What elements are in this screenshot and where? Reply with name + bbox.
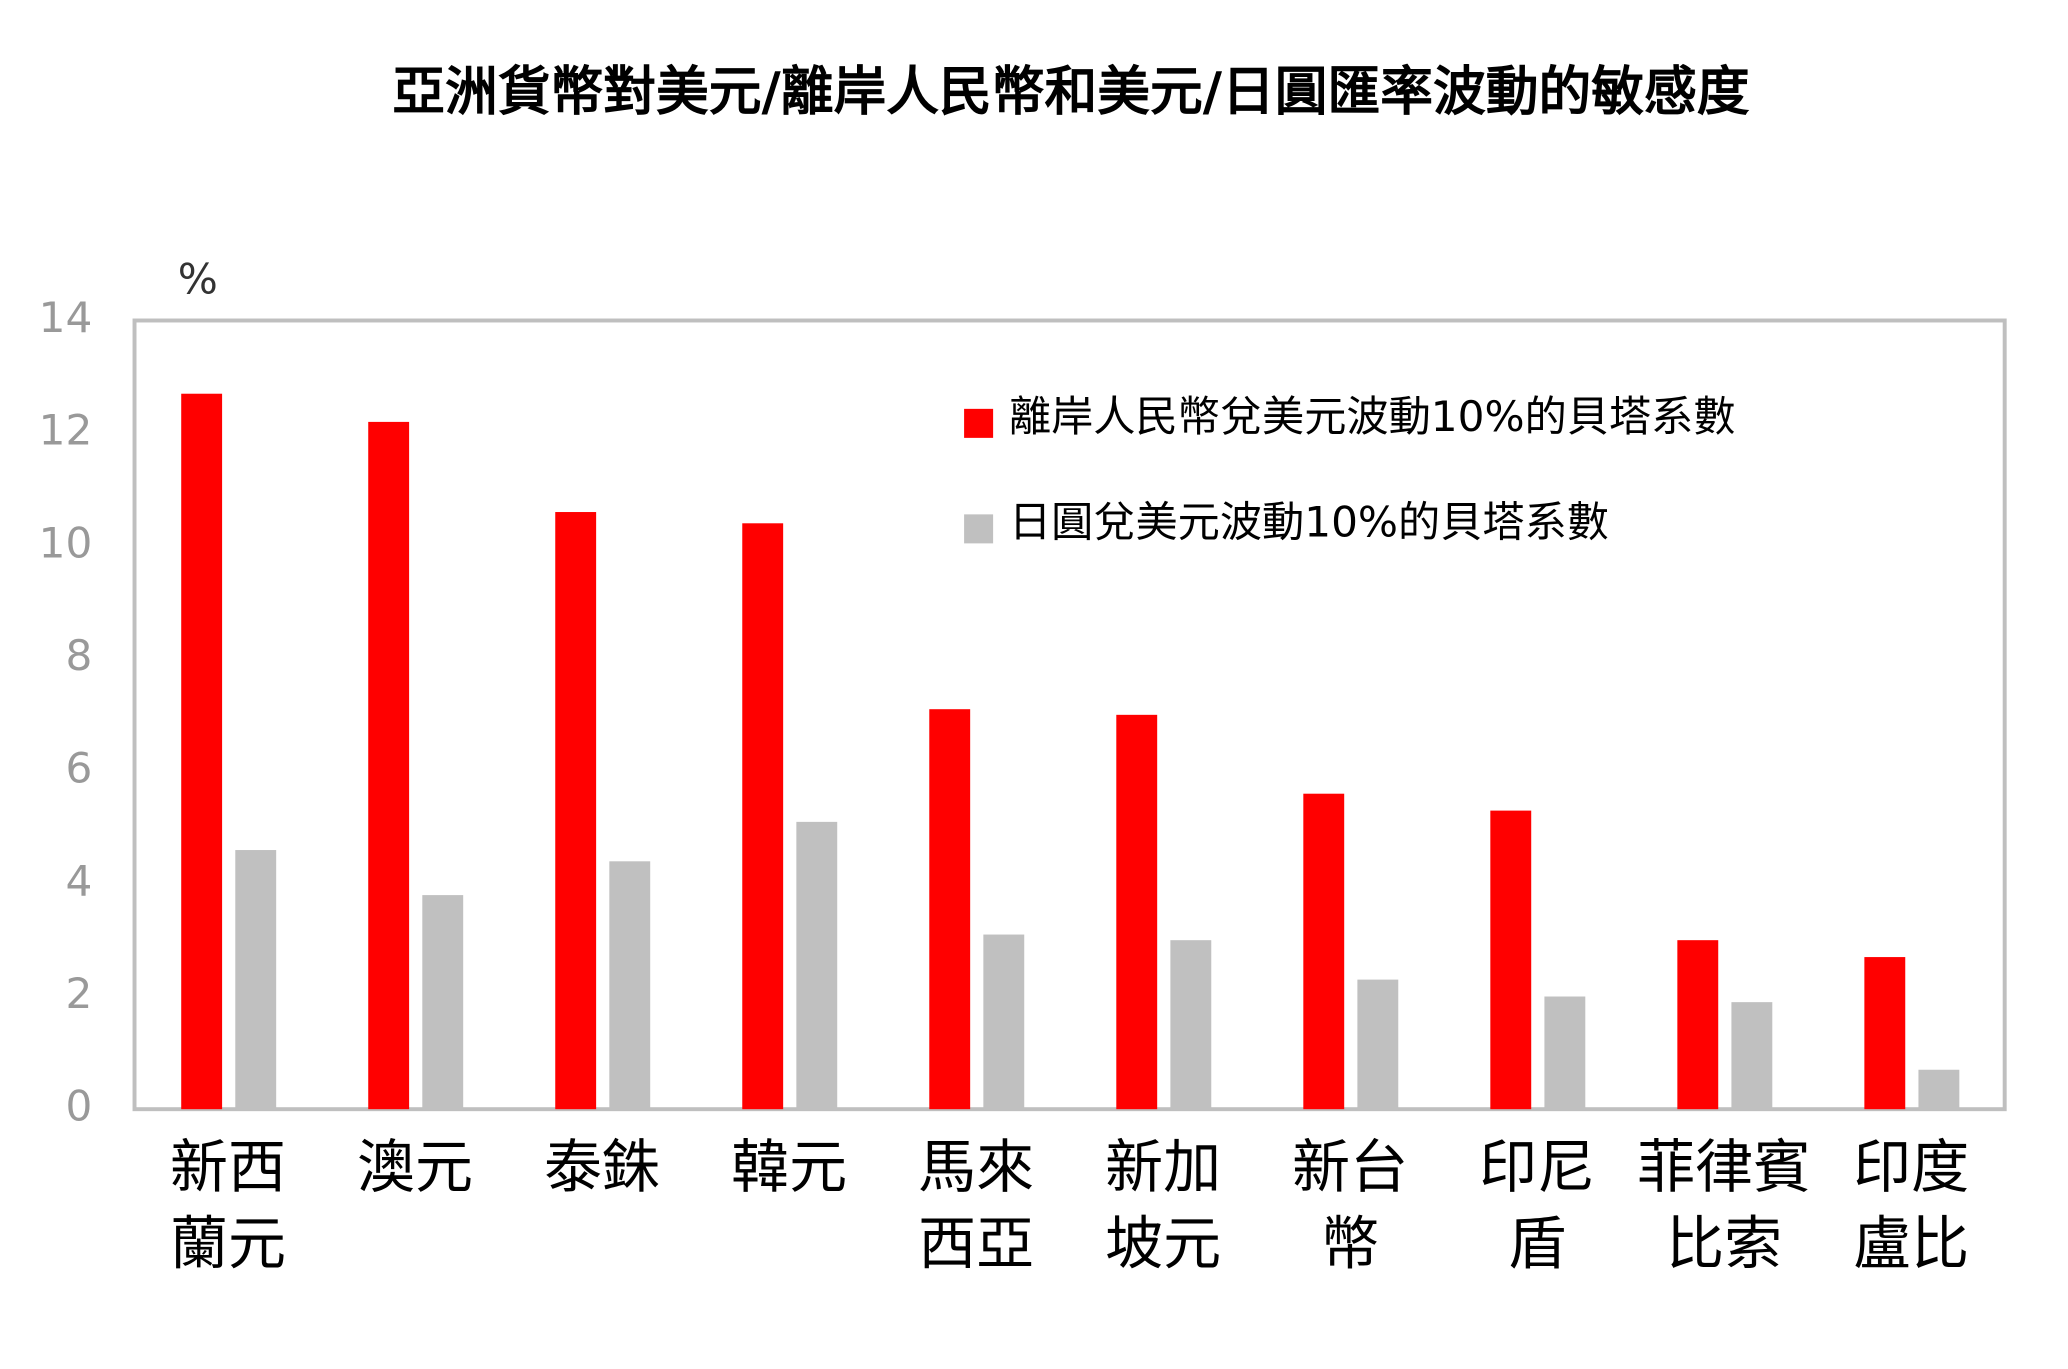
- bar: [742, 523, 784, 1110]
- bar: [1490, 810, 1532, 1110]
- bar: [1170, 940, 1212, 1110]
- x-tick-label: 印尼盾: [1479, 1133, 1595, 1278]
- bar: [235, 850, 277, 1110]
- y-tick-label: 2: [65, 969, 92, 1018]
- bar: [609, 861, 651, 1110]
- x-tick-label: 馬來西亞: [918, 1133, 1034, 1278]
- x-tick-label: 澳元: [357, 1133, 473, 1201]
- x-tick-label: 新西蘭元: [170, 1133, 286, 1278]
- y-tick-label: 8: [65, 631, 92, 680]
- bar: [983, 934, 1025, 1110]
- plot-frame: [132, 318, 2007, 1112]
- y-tick-label: 14: [39, 293, 93, 342]
- y-tick-label: 4: [65, 856, 92, 905]
- bar: [1303, 793, 1345, 1110]
- bar: [1677, 940, 1719, 1110]
- x-tick-label: 韓元: [731, 1133, 847, 1201]
- legend-swatch: [964, 408, 994, 438]
- x-tick-label: 新加坡元: [1105, 1133, 1221, 1278]
- legend-swatch: [964, 514, 994, 544]
- bar: [368, 421, 410, 1110]
- bar: [422, 895, 464, 1110]
- bar: [1357, 979, 1399, 1110]
- x-tick-label: 泰銖: [544, 1133, 660, 1201]
- bar: [181, 393, 223, 1110]
- bar: [1116, 714, 1158, 1110]
- bar: [796, 821, 838, 1110]
- y-tick-label: 0: [65, 1082, 92, 1131]
- legend-label: 離岸人民幣兌美元波動10%的貝塔系數: [1009, 392, 1736, 441]
- x-tick-label: 印度盧比: [1853, 1133, 1969, 1278]
- bar: [1864, 957, 1906, 1110]
- bar: [1731, 1002, 1773, 1110]
- x-tick-label: 新台幣: [1292, 1133, 1408, 1278]
- chart-title: 亞洲貨幣對美元/離岸人民幣和美元/日圓匯率波動的敏感度: [392, 62, 1750, 123]
- bar: [1544, 996, 1586, 1110]
- y-tick-label: 6: [65, 744, 92, 793]
- y-tick-label: 10: [39, 518, 93, 567]
- x-tick-label: 菲律賓比索: [1637, 1133, 1811, 1278]
- bar: [1918, 1069, 1960, 1110]
- legend-label: 日圓兌美元波動10%的貝塔系數: [1009, 497, 1609, 546]
- y-axis-label: %: [178, 255, 218, 304]
- bar: [929, 709, 971, 1110]
- bar: [555, 512, 597, 1110]
- y-tick-label: 12: [39, 406, 93, 455]
